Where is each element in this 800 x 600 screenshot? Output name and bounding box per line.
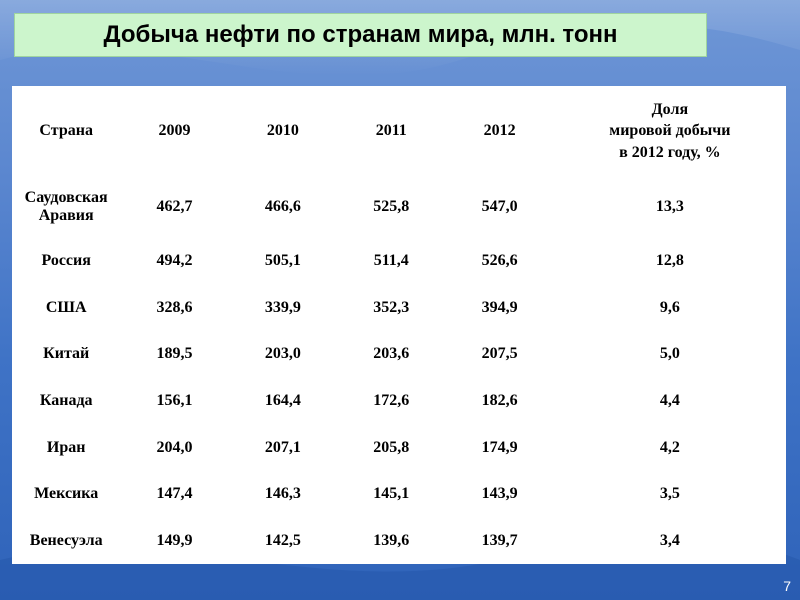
cell-share: 13,3 [655, 198, 684, 215]
header-2009: 2009 [158, 122, 191, 140]
cell-2011: 145,1 [373, 485, 410, 503]
cell-2010: 142,5 [264, 531, 301, 549]
cell-share: 3,4 [659, 531, 680, 549]
table-row: Россия 494,2 505,1 511,4 526,6 12,8 [12, 238, 786, 285]
title-banner: Добыча нефти по странам мира, млн. тонн [14, 13, 707, 57]
cell-2011: 205,8 [373, 438, 410, 456]
cell-share: 4,4 [659, 391, 680, 409]
cell-share: 5,0 [659, 345, 680, 363]
country-name-part: Аравия [38, 207, 94, 224]
cell-2010: 164,4 [264, 391, 301, 409]
header-share-line-2: мировой добычи [609, 122, 731, 140]
header-share-line-1: Доля [651, 100, 689, 118]
cell-2009: 204,0 [156, 438, 193, 456]
cell-2011: 203,6 [373, 345, 410, 363]
table-body: Саудовская Аравия 462,7 466,6 525,8 547,0 13,3… [12, 176, 786, 564]
page-number: 7 [783, 578, 791, 594]
cell-2012: 143,9 [481, 485, 518, 503]
cell-country: Иран [12, 424, 120, 471]
table-header-row: Страна 2009 2010 2011 2012 Доля мировой … [12, 86, 786, 176]
cell-2010: 207,1 [264, 438, 301, 456]
cell-2009: 156,1 [156, 391, 193, 409]
table-row: США 328,6 339,9 352,3 394,9 9,6 [12, 285, 786, 332]
cell-2012: 394,9 [481, 298, 518, 316]
cell-country: Россия [12, 238, 120, 285]
cell-2010: 505,1 [264, 252, 301, 270]
cell-2012: 207,5 [481, 345, 518, 363]
cell-2009: 189,5 [156, 345, 193, 363]
header-2012: 2012 [483, 122, 516, 140]
table-row: Канада 156,1 164,4 172,6 182,6 4,4 [12, 378, 786, 425]
table-row: Саудовская Аравия 462,7 466,6 525,8 547,0 13,3 [12, 176, 786, 238]
cell-share: 9,6 [659, 298, 680, 316]
cell-2009: 328,6 [156, 298, 193, 316]
country-name-part: Канада [39, 391, 93, 409]
table-row: Иран 204,0 207,1 205,8 174,9 4,2 [12, 424, 786, 471]
cell-share: 12,8 [655, 252, 684, 270]
cell-2009: 462,7 [156, 198, 193, 215]
cell-country: Китай [12, 331, 120, 378]
country-name-part: Россия [41, 252, 91, 270]
cell-country: Саудовская Аравия [12, 176, 120, 238]
table-row: Китай 189,5 203,0 203,6 207,5 5,0 [12, 331, 786, 378]
header-country: Страна [39, 122, 93, 140]
cell-2010: 146,3 [264, 485, 301, 503]
country-name-part: Иран [46, 438, 86, 456]
cell-2011: 352,3 [373, 298, 410, 316]
cell-share: 4,2 [659, 438, 680, 456]
country-name-part: Венесуэла [29, 531, 103, 549]
cell-2009: 494,2 [156, 252, 193, 270]
header-share-line-3: в 2012 году, % [619, 143, 721, 161]
cell-2010: 203,0 [264, 345, 301, 363]
cell-country: Канада [12, 378, 120, 425]
header-share: Доля мировой добычи в 2012 году, % [554, 86, 786, 176]
table-row: Венесуэла 149,9 142,5 139,6 139,7 3,4 [12, 517, 786, 564]
country-name-part: США [45, 298, 87, 316]
country-name-part: Китай [43, 345, 90, 363]
cell-2012: 174,9 [481, 438, 518, 456]
country-name-part: Саудовская [24, 189, 108, 206]
cell-2011: 139,6 [373, 531, 410, 549]
cell-2012: 526,6 [481, 252, 518, 270]
slide-title: Добыча нефти по странам мира, млн. тонн [103, 21, 618, 48]
cell-share: 3,5 [659, 485, 680, 503]
cell-2009: 149,9 [156, 531, 193, 549]
cell-2011: 511,4 [373, 252, 409, 270]
oil-production-table: Страна 2009 2010 2011 2012 Доля мировой … [12, 86, 786, 564]
cell-2012: 139,7 [481, 531, 518, 549]
cell-2012: 182,6 [481, 391, 518, 409]
cell-2011: 172,6 [373, 391, 410, 409]
cell-country: Венесуэла [12, 517, 120, 564]
cell-country: США [12, 285, 120, 332]
cell-2012: 547,0 [481, 198, 518, 215]
oil-production-table-container: Страна 2009 2010 2011 2012 Доля мировой … [12, 86, 786, 564]
country-name-part: Мексика [34, 485, 99, 503]
cell-2009: 147,4 [156, 485, 193, 503]
header-2010: 2010 [266, 122, 299, 140]
table-row: Мексика 147,4 146,3 145,1 143,9 3,5 [12, 471, 786, 518]
cell-2010: 466,6 [264, 198, 301, 215]
cell-2011: 525,8 [373, 198, 410, 215]
header-2011: 2011 [375, 122, 407, 140]
cell-country: Мексика [12, 471, 120, 518]
cell-2010: 339,9 [264, 298, 301, 316]
